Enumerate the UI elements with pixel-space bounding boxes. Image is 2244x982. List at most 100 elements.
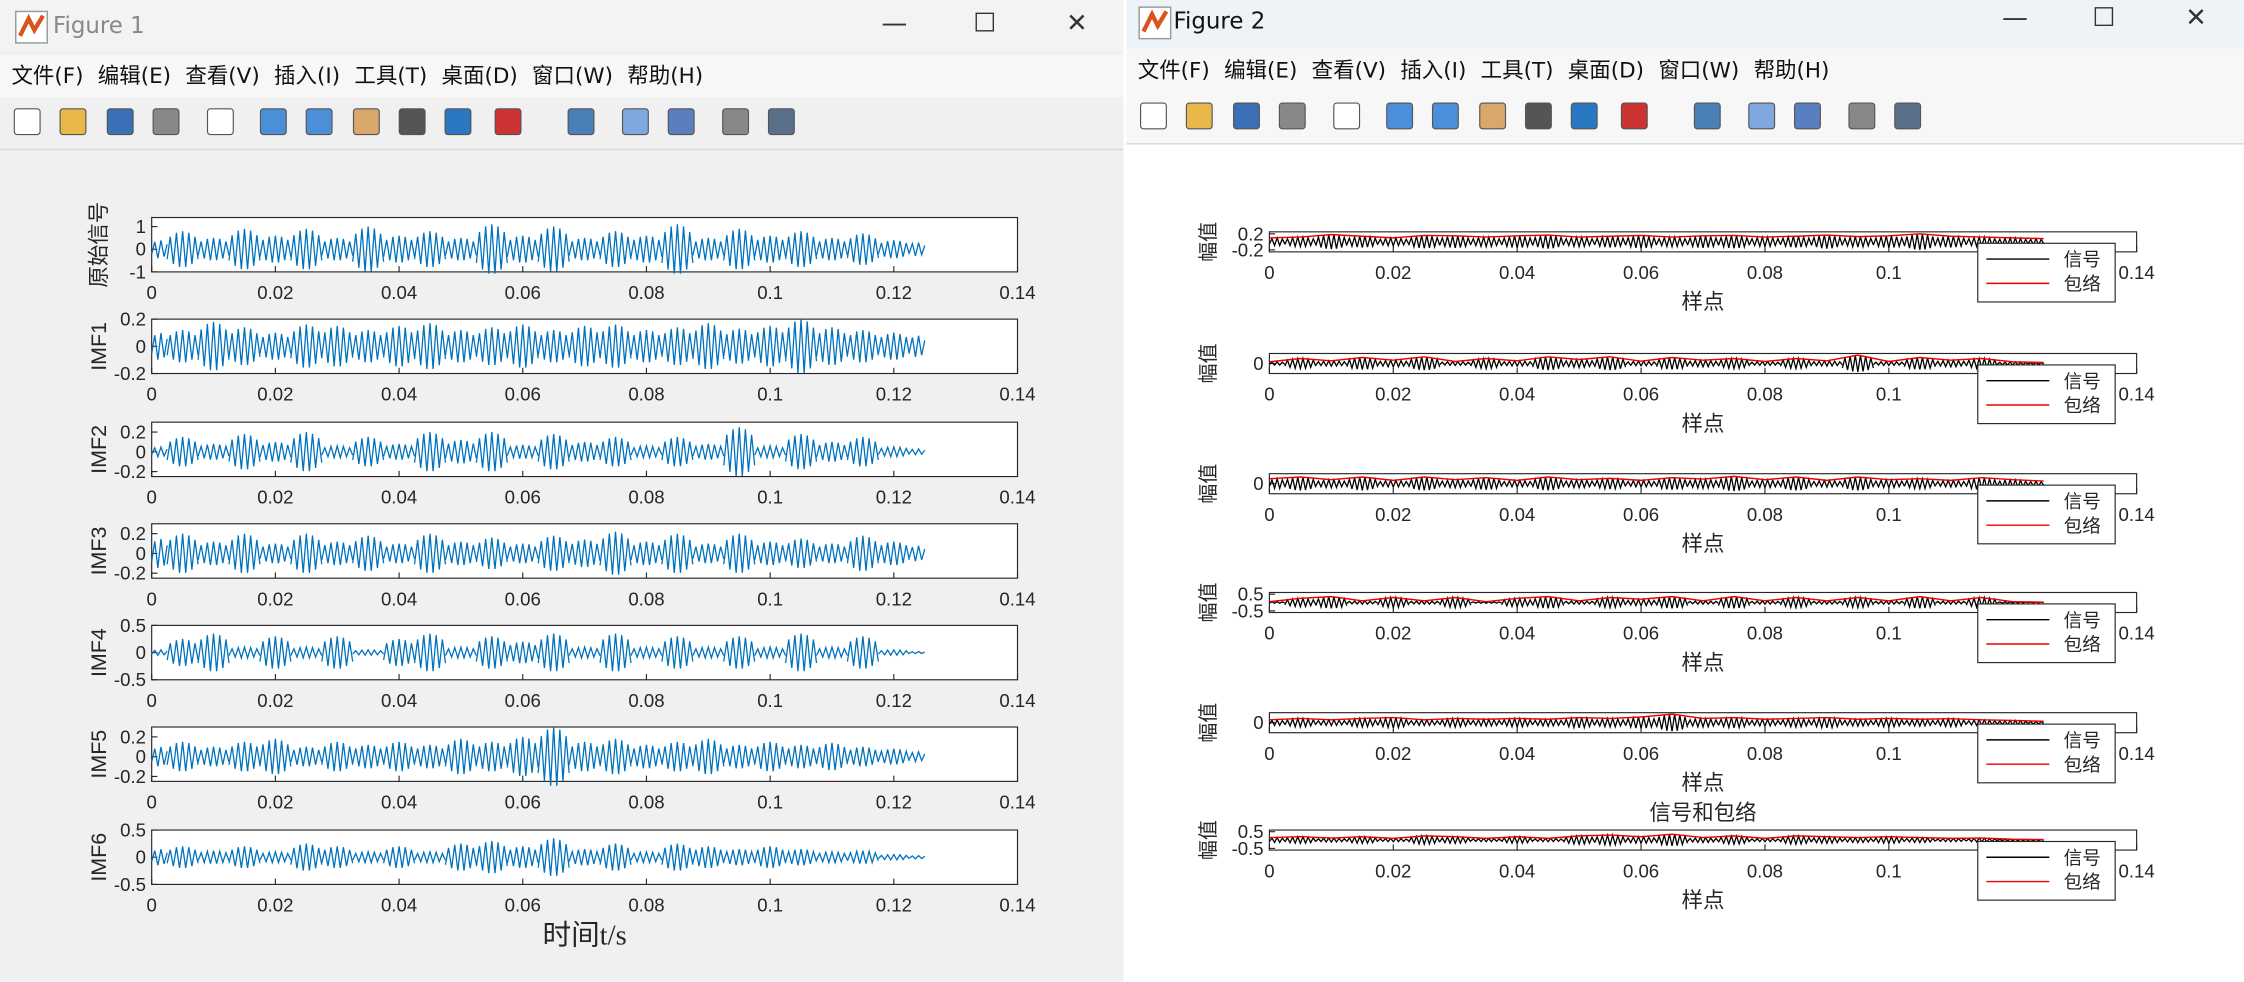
signal-segment — [1315, 596, 1348, 610]
close-button[interactable]: ✕ — [1066, 8, 1088, 39]
signal-segment — [1470, 600, 1502, 605]
x-tick-label: 0.12 — [876, 895, 912, 916]
toolbar-button[interactable] — [106, 108, 134, 136]
toolbar-button[interactable] — [1479, 102, 1507, 130]
toolbar-button[interactable] — [1794, 102, 1821, 130]
toolbar-button[interactable] — [494, 108, 522, 136]
x-tick-label: 0.1 — [757, 487, 783, 508]
toolbar-button[interactable] — [206, 108, 234, 136]
menu-item[interactable]: 查看(V) — [185, 62, 260, 89]
signal-segment — [846, 636, 880, 669]
x-tick-label: 0.1 — [757, 895, 783, 916]
toolbar-button[interactable] — [352, 108, 380, 136]
toolbar-button[interactable] — [1333, 102, 1361, 130]
signal-segment — [444, 843, 478, 871]
menu-item[interactable]: 工具(T) — [1480, 57, 1554, 84]
toolbar-button[interactable] — [444, 108, 472, 136]
toolbar-button[interactable] — [1570, 102, 1598, 130]
menu-item[interactable]: 编辑(E) — [1224, 57, 1298, 84]
x-tick-label: 0.06 — [505, 588, 541, 609]
y-tick-label: -0.5 — [114, 874, 146, 895]
signal-segment — [1686, 476, 1720, 491]
menu-item[interactable]: 文件(F) — [11, 62, 84, 89]
menu-item[interactable]: 桌面(D) — [441, 62, 518, 89]
legend-label: 信号 — [2064, 371, 2101, 392]
toolbar-button[interactable] — [1185, 102, 1213, 130]
toolbar-button[interactable] — [722, 108, 750, 136]
axes-box — [151, 726, 1019, 782]
signal-segment — [1717, 235, 1751, 250]
toolbar-button[interactable] — [1848, 102, 1876, 130]
toolbar-button[interactable] — [398, 108, 426, 136]
menu-item[interactable]: 帮助(H) — [1753, 57, 1830, 84]
signal-segment — [630, 849, 663, 865]
signal-segment — [568, 644, 601, 661]
toolbar-button[interactable] — [1278, 102, 1306, 130]
minimize-button[interactable]: — — [881, 8, 908, 39]
toolbar-button[interactable] — [1894, 102, 1922, 130]
menu-item[interactable]: 工具(T) — [354, 62, 428, 89]
signal-segment — [908, 447, 926, 457]
signal-segment — [1748, 234, 1782, 250]
x-tick-label: 0.08 — [628, 690, 664, 711]
y-tick-label: 0.5 — [1238, 584, 1264, 605]
menu-item[interactable]: 插入(I) — [1400, 57, 1467, 84]
signal — [151, 319, 926, 373]
toolbar-button[interactable] — [621, 108, 649, 136]
toolbar-button[interactable] — [567, 108, 595, 136]
legend-box — [1977, 603, 2116, 664]
toolbar-button[interactable] — [1524, 102, 1552, 130]
legend-box — [1977, 242, 2116, 303]
close-button[interactable]: ✕ — [2185, 2, 2207, 33]
toolbar-button[interactable] — [1748, 102, 1776, 130]
toolbar-button[interactable] — [667, 108, 695, 136]
x-tick-label: 0 — [1264, 504, 1274, 525]
minimize-button[interactable]: — — [2002, 2, 2028, 33]
axes-box — [151, 523, 1019, 579]
signal-segment — [846, 233, 880, 265]
signal-segment — [568, 441, 601, 462]
signal-segment — [259, 235, 292, 263]
x-axis-label: 样点 — [1682, 771, 1725, 795]
maximize-button[interactable]: ☐ — [973, 8, 997, 39]
toolbar-button[interactable] — [59, 108, 87, 136]
toolbar-button[interactable] — [13, 108, 41, 136]
signal-segment — [1717, 596, 1751, 610]
toolbar-button[interactable] — [305, 108, 333, 136]
signal-segment — [506, 444, 539, 460]
signal-segment — [290, 746, 323, 767]
toolbar-button[interactable] — [767, 108, 795, 136]
toolbar-button[interactable] — [1431, 102, 1459, 130]
signal-segment — [1439, 360, 1472, 367]
signal-segment — [151, 240, 168, 259]
toolbar-button[interactable] — [1140, 102, 1167, 130]
x-tick-label: 0.14 — [999, 895, 1035, 916]
menu-item[interactable]: 插入(I) — [274, 62, 341, 89]
y-tick-label: -0.5 — [1232, 838, 1264, 859]
menu-item[interactable]: 查看(V) — [1311, 57, 1387, 84]
menu-item[interactable]: 编辑(E) — [97, 62, 172, 89]
signal — [151, 633, 926, 672]
menu-item[interactable]: 帮助(H) — [627, 62, 704, 89]
signal-segment — [1563, 715, 1596, 731]
toolbar-button[interactable] — [1620, 102, 1648, 130]
signal-segment — [1841, 595, 1874, 611]
signal-segment — [1749, 360, 1781, 367]
maximize-button[interactable]: ☐ — [2092, 2, 2116, 33]
menu-item[interactable]: 窗口(W) — [532, 62, 613, 89]
y-tick-label: -0.5 — [114, 669, 146, 690]
menu-item[interactable]: 文件(F) — [1137, 57, 1210, 84]
toolbar-button[interactable] — [1386, 102, 1414, 130]
toolbar-button[interactable] — [152, 108, 180, 136]
signal-segment — [692, 443, 725, 460]
menu-item[interactable]: 桌面(D) — [1567, 57, 1645, 84]
x-tick-label: 0.06 — [1623, 262, 1659, 283]
toolbar-button[interactable] — [1233, 102, 1260, 130]
toolbar-button[interactable] — [259, 108, 287, 136]
toolbar-button[interactable] — [1693, 102, 1721, 130]
signal-segment — [197, 541, 230, 566]
signal-segment — [1593, 356, 1627, 371]
signal-segment — [1563, 833, 1596, 847]
menu-bar: 文件(F) 编辑(E) 查看(V) 插入(I) 工具(T) 桌面(D) 窗口(W) 帮助(H) — [0, 54, 1124, 98]
menu-item[interactable]: 窗口(W) — [1658, 57, 1740, 84]
